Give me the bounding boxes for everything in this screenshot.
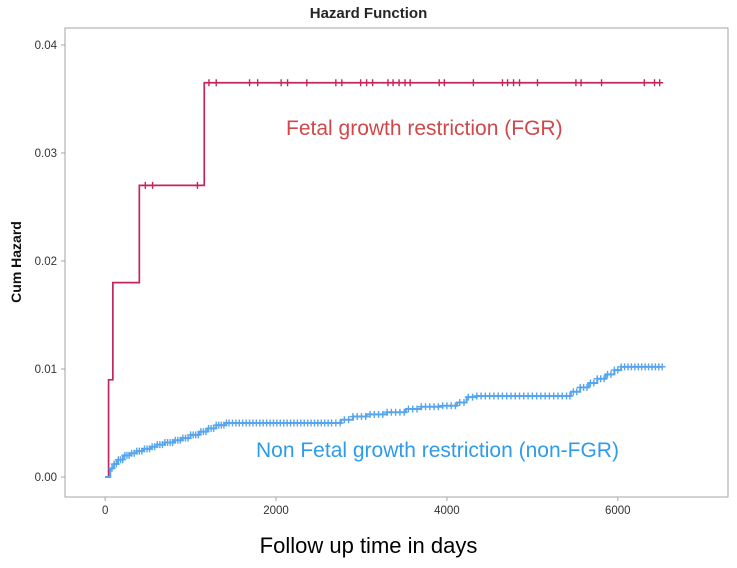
non_fgr-censor-marks — [108, 363, 666, 472]
x-tick-label: 6000 — [605, 505, 631, 517]
x-tick-label: 0 — [102, 505, 108, 517]
fgr-censor-marks — [141, 79, 664, 189]
plot-border — [64, 27, 729, 498]
x-axis-label: Follow up time in days — [259, 533, 478, 558]
chart-title: Hazard Function — [309, 5, 428, 22]
y-tick-label: 0.00 — [35, 472, 57, 484]
fgr-step-curve — [105, 81, 661, 478]
x-tick-label: 4000 — [434, 505, 460, 517]
y-tick-label: 0.04 — [35, 40, 58, 52]
x-tick-label: 2000 — [263, 505, 289, 517]
y-tick-label: 0.03 — [35, 148, 57, 160]
y-tick-label: 0.01 — [35, 364, 57, 376]
nonfgr-series-label: Non Fetal growth restriction (non-FGR) — [256, 439, 619, 462]
y-tick-label: 0.02 — [35, 256, 57, 268]
fgr-series-label: Fetal growth restriction (FGR) — [286, 117, 563, 140]
